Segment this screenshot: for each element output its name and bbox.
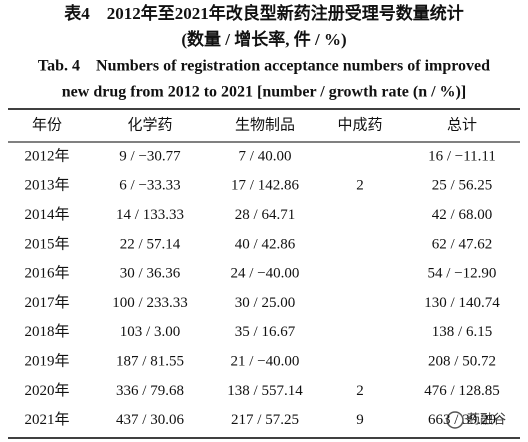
title-en: new drug from 2012 to 2021 [number / gro… bbox=[62, 84, 466, 101]
watermark: 药融谷 bbox=[467, 413, 506, 428]
table-cell: 2017年 bbox=[24, 294, 69, 311]
table-cell: 138 / 6.15 bbox=[432, 324, 492, 340]
table-cell: 476 / 128.85 bbox=[424, 383, 499, 399]
table-cell: 2012年 bbox=[24, 147, 69, 164]
table-cell: 40 / 42.86 bbox=[235, 236, 296, 252]
table-cell: 130 / 140.74 bbox=[424, 295, 500, 311]
table-cell: 437 / 30.06 bbox=[116, 412, 184, 428]
table-cell: 208 / 50.72 bbox=[428, 354, 496, 370]
table-cell: 9 bbox=[356, 412, 364, 428]
table-cell: 103 / 3.00 bbox=[120, 324, 180, 340]
table-cell: 336 / 79.68 bbox=[116, 383, 184, 399]
table-cell: 2 bbox=[356, 383, 364, 399]
table-cell: 21 / −40.00 bbox=[231, 354, 300, 370]
header-cell: 总计 bbox=[447, 116, 477, 133]
unit-cn: (数量 / 增长率, 件 / %) bbox=[181, 29, 346, 49]
table-cell: 30 / 36.36 bbox=[120, 266, 181, 282]
title-en: Tab. 4 Numbers of registration acceptanc… bbox=[38, 58, 490, 75]
title-cn: 表4 2012年至2021年改良型新药注册受理号数量统计 bbox=[64, 3, 464, 23]
table-cell: 14 / 133.33 bbox=[116, 207, 184, 223]
table-cell: 2014年 bbox=[24, 206, 69, 223]
table-cell: 62 / 47.62 bbox=[432, 236, 492, 252]
table-cell: 2021年 bbox=[24, 411, 69, 428]
watermark-icon bbox=[446, 411, 464, 429]
table-cell: 28 / 64.71 bbox=[235, 207, 295, 223]
table-cell: 2013年 bbox=[24, 177, 69, 194]
table-cell: 187 / 81.55 bbox=[116, 354, 184, 370]
table-cell: 22 / 57.14 bbox=[120, 236, 181, 252]
table-cell: 2 bbox=[356, 178, 364, 194]
table-cell: 217 / 57.25 bbox=[231, 412, 299, 428]
table-cell: 2019年 bbox=[24, 353, 69, 370]
table-cell: 17 / 142.86 bbox=[231, 178, 299, 194]
table-cell: 2020年 bbox=[24, 382, 69, 399]
table-cell: 2018年 bbox=[24, 323, 69, 340]
table-cell: 663 / 39.29 bbox=[428, 412, 496, 428]
header-cell: 中成药 bbox=[337, 116, 382, 133]
table-cell: 6 / −33.33 bbox=[119, 178, 180, 194]
table-cell: 24 / −40.00 bbox=[231, 266, 300, 282]
table-cell: 100 / 233.33 bbox=[112, 295, 187, 311]
table-cell: 30 / 25.00 bbox=[235, 295, 295, 311]
header-cell: 化学药 bbox=[127, 116, 172, 133]
table-cell: 138 / 557.14 bbox=[227, 383, 303, 399]
table-cell: 54 / −12.90 bbox=[428, 266, 497, 282]
table-cell: 35 / 16.67 bbox=[235, 324, 296, 340]
table-cell: 9 / −30.77 bbox=[119, 148, 181, 164]
table-cell: 25 / 56.25 bbox=[432, 178, 492, 194]
header-cell: 年份 bbox=[32, 116, 62, 133]
table-cell: 16 / −11.11 bbox=[428, 148, 496, 164]
header-cell: 生物制品 bbox=[235, 116, 295, 133]
table-cell: 2015年 bbox=[24, 235, 69, 252]
table-cell: 2016年 bbox=[24, 265, 69, 282]
table-cell: 42 / 68.00 bbox=[432, 207, 492, 223]
table-cell: 7 / 40.00 bbox=[239, 148, 292, 164]
